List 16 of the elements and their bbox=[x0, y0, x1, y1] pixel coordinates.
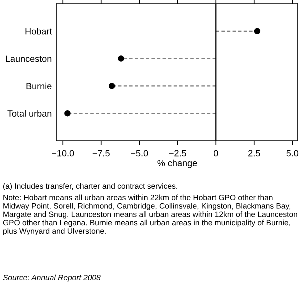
x-tick-label: 5.0 bbox=[286, 150, 299, 157]
x-tick-label: 2.5 bbox=[248, 150, 260, 157]
x-tick-label: −10.0 bbox=[52, 150, 74, 157]
x-tick-label: −2.5 bbox=[169, 150, 186, 157]
point bbox=[118, 56, 124, 62]
y-tick-label: Launceston bbox=[6, 56, 52, 62]
x-tick-label: −5.0 bbox=[131, 150, 148, 157]
x-tick-label: 0 bbox=[214, 150, 218, 157]
y-tick-label: Total urban bbox=[8, 110, 52, 117]
y-tick-label: Hobart bbox=[26, 28, 52, 35]
x-axis-title: % change bbox=[158, 160, 198, 168]
x-tick-label: −7.5 bbox=[92, 150, 110, 157]
y-tick-label: Burnie bbox=[26, 82, 52, 90]
point bbox=[108, 83, 116, 90]
point bbox=[254, 28, 261, 35]
point bbox=[64, 110, 71, 117]
